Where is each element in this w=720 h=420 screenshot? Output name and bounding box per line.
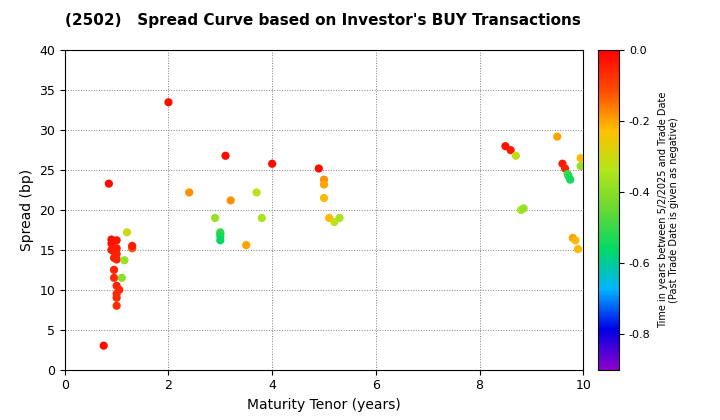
Point (567, 234, 579, 241)
Point (111, 291, 122, 297)
Point (106, 240, 117, 247)
Point (116, 275, 127, 281)
Point (119, 257, 130, 264)
Point (215, 237, 226, 244)
Point (516, 207, 527, 213)
Point (318, 194, 330, 201)
Point (318, 181, 330, 188)
Y-axis label: Spread (bp): Spread (bp) (19, 169, 34, 251)
Point (562, 171, 573, 177)
Text: (2502)   Spread Curve based on Investor's BUY Transactions: (2502) Spread Curve based on Investor's … (65, 13, 580, 28)
Point (505, 147, 516, 153)
Point (111, 302, 122, 309)
Point (220, 152, 231, 159)
Point (108, 275, 120, 281)
Point (108, 266, 120, 273)
Point (251, 189, 262, 196)
Point (318, 176, 330, 183)
Point (111, 237, 122, 244)
Point (518, 205, 529, 212)
Point (510, 152, 521, 159)
Point (106, 236, 117, 243)
Point (563, 173, 575, 180)
Point (111, 282, 122, 289)
Point (121, 229, 132, 236)
Point (108, 248, 120, 255)
Point (111, 250, 122, 257)
Point (127, 242, 138, 249)
Point (163, 99, 174, 105)
Point (106, 247, 117, 253)
Point (500, 143, 511, 150)
Point (559, 165, 571, 172)
Point (552, 133, 563, 140)
Point (328, 218, 340, 225)
Point (184, 189, 195, 196)
Point (215, 231, 226, 237)
Point (103, 180, 114, 187)
Point (127, 245, 138, 252)
Point (570, 237, 581, 244)
Point (111, 256, 122, 263)
Point (323, 215, 335, 221)
Point (313, 165, 325, 172)
Point (557, 160, 568, 167)
Point (111, 245, 122, 252)
Point (210, 215, 221, 221)
Point (215, 233, 226, 240)
Point (334, 215, 346, 221)
Point (225, 197, 236, 204)
Point (575, 163, 586, 169)
Point (564, 176, 576, 183)
Point (240, 242, 252, 249)
Point (256, 215, 268, 221)
Point (98, 342, 109, 349)
Point (111, 294, 122, 301)
X-axis label: Maturity Tenor (years): Maturity Tenor (years) (247, 398, 401, 412)
Point (575, 155, 586, 161)
Point (108, 255, 120, 261)
Point (114, 286, 125, 293)
Point (572, 246, 584, 252)
Point (215, 229, 226, 236)
Point (266, 160, 278, 167)
Y-axis label: Time in years between 5/2/2025 and Trade Date
(Past Trade Date is given as negat: Time in years between 5/2/2025 and Trade… (657, 92, 679, 328)
